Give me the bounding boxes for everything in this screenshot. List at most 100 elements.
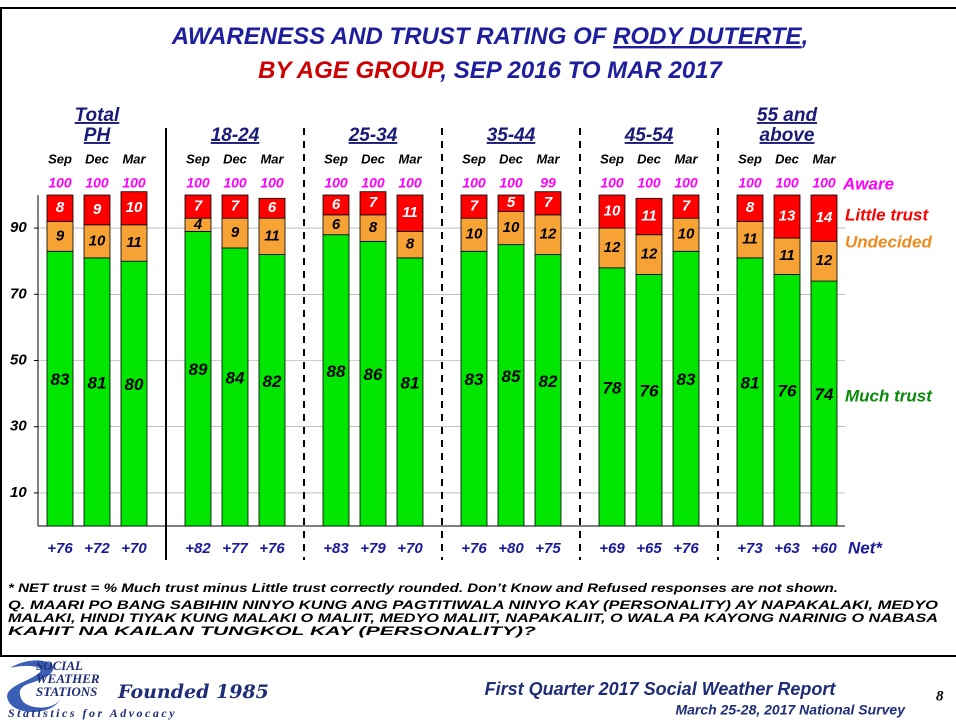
bar-segment [672,194,700,219]
legend-label: Much trust [845,386,933,405]
bar-value-label: 81 [741,373,760,392]
bar-segment [120,224,148,262]
net-label: +79 [360,540,386,557]
net-label: +60 [811,540,837,557]
bar-segment [810,280,838,527]
bar-segment [598,267,626,527]
bar-segment [534,214,562,255]
bar-segment [396,194,424,232]
period-label: Dec [85,151,110,166]
period-label: Sep [600,151,624,166]
bar-value-label: 76 [778,382,797,401]
bar-segment [221,194,249,219]
legend-label: Little trust [845,205,929,224]
legend-label: Undecided [845,232,933,251]
frame [0,7,956,657]
bar-value-label: 89 [189,360,208,379]
bar-value-label: 7 [682,198,691,215]
y-tick-label: 70 [10,285,27,302]
bar-segment [258,197,286,219]
bar-value-label: 12 [641,246,658,263]
logo-text: STATIONS [36,684,97,699]
aware-label: 100 [674,175,698,191]
period-label: Dec [637,151,662,166]
subtitle-part: BY AGE GROUP [258,57,444,84]
period-label: Mar [122,151,146,166]
bar-value-label: 11 [779,247,795,264]
group-label: 18-24 [211,125,260,146]
bar-segment [598,227,626,269]
bar-value-label: 83 [677,370,696,389]
bar-value-label: 82 [539,372,558,391]
bar-value-label: 11 [264,227,280,244]
aware-label: 100 [812,175,836,191]
bar-value-label: 12 [604,239,621,256]
bar-segment [534,254,562,527]
y-tick-label: 50 [10,351,27,368]
bar-segment [773,237,801,275]
net-label: +76 [673,540,699,557]
net-label: +76 [259,540,285,557]
net-label: +65 [636,540,662,557]
bar-segment [258,217,286,255]
bar-value-label: 80 [125,375,144,394]
page-number: 8 [936,688,944,704]
bar-segment [810,194,838,242]
bar-segment [184,231,212,527]
net-label: +75 [535,540,561,557]
bar-value-label: 10 [503,219,520,236]
bar-value-label: 82 [263,372,282,391]
bar-segment [810,240,838,282]
bar-value-label: 10 [678,226,695,243]
aware-label: 100 [499,175,523,191]
net-label: +82 [185,540,211,557]
net-label: +63 [774,540,800,557]
bar-segment [773,194,801,239]
report-title: First Quarter 2017 Social Weather Report [485,679,837,699]
bar-segment [258,254,286,527]
bar-value-label: 11 [126,234,142,251]
period-label: Sep [738,151,762,166]
net-label: +76 [461,540,487,557]
net-label: +83 [323,540,349,557]
bar-segment [322,194,350,216]
aware-label: 100 [600,175,624,191]
bar-value-label: 10 [126,199,143,216]
legend-label: Net* [848,538,883,557]
aware-label: 100 [398,175,422,191]
aware-label: 100 [122,175,146,191]
bar-value-label: 88 [327,362,346,381]
bar-value-label: 83 [51,370,70,389]
aware-label: 100 [324,175,348,191]
aware-label: 99 [540,175,556,191]
bar-segment [460,217,488,252]
period-label: Sep [462,151,486,166]
bar-value-label: 5 [507,194,516,211]
period-label: Sep [48,151,72,166]
bar-segment [83,257,111,527]
bar-value-label: 7 [369,194,378,211]
bar-value-label: 6 [332,196,341,213]
aware-label: 100 [223,175,247,191]
aware-label: 100 [775,175,799,191]
bar-segment [184,194,212,219]
bar-value-label: 10 [466,226,483,243]
bar-segment [221,217,249,249]
bar-segment [635,197,663,236]
survey-date: March 25-28, 2017 National Survey [675,702,906,718]
bar-value-label: 8 [56,199,65,216]
footnote: MALAKI, HINDI TIYAK KUNG MALAKI O MALIIT… [8,613,938,625]
group-label: 25-34 [348,125,398,146]
bar-segment [396,257,424,527]
bar-segment [672,250,700,527]
bar-value-label: 9 [231,224,240,241]
bar-value-label: 8 [746,199,755,216]
net-label: +72 [84,540,110,557]
aware-label: 100 [637,175,661,191]
logo-tagline: Statistics for Advocacy [8,706,177,720]
bar-value-label: 8 [406,236,415,253]
bar-value-label: 78 [603,378,622,397]
y-tick-label: 30 [10,418,27,435]
bar-value-label: 7 [544,194,553,211]
bar-segment [497,211,525,246]
